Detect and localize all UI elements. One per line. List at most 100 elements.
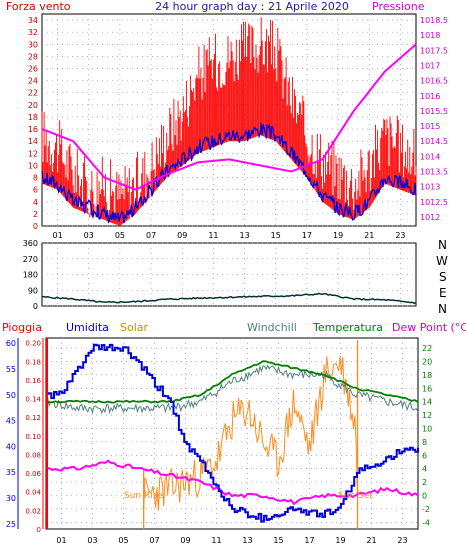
label-dewpoint: Dew Point (°C) (392, 321, 466, 334)
tick-label-humidity: 45 (6, 417, 16, 426)
tick-label-wind: 2 (33, 210, 38, 219)
tick-label-temperature: 0 (422, 491, 427, 500)
tick-label-wind: 30 (28, 40, 38, 49)
tick-label-wind: 22 (28, 89, 38, 98)
tick-label-rain: 0.12 (25, 414, 41, 422)
tick-label-temperature: 6 (422, 451, 427, 460)
tick-label-rain: 0.06 (25, 470, 41, 478)
tick-label-temperature: 12 (422, 411, 432, 420)
tick-label-temperature: 22 (422, 344, 432, 353)
tick-label-hour: 01 (56, 536, 66, 545)
compass-n-top: N (438, 238, 447, 252)
tick-label-rain: 0.10 (25, 433, 41, 441)
tick-label-pressure: 1018 (420, 31, 440, 40)
series-dewpoint (45, 459, 419, 506)
tick-label-pressure: 1014.5 (420, 137, 448, 146)
tick-label-hour: 09 (180, 536, 190, 545)
tick-label-temperature: -4 (422, 518, 430, 527)
compass-s: S (439, 270, 447, 284)
series-wind-avg (41, 122, 417, 224)
tick-label-humidity: 60 (6, 339, 16, 348)
tick-label-humidity: 50 (6, 391, 16, 400)
tick-label-pressure: 1016 (420, 92, 440, 101)
tick-label-temperature: -2 (422, 505, 430, 514)
series-temperatura (45, 360, 419, 404)
tick-label-humidity: 40 (6, 442, 16, 451)
tick-label-hour: 17 (302, 231, 312, 240)
label-pioggia: Pioggia (2, 321, 42, 334)
tick-label-temperature: 18 (422, 371, 432, 380)
tick-label-temperature: 2 (422, 478, 427, 487)
label-solar: Solar (120, 321, 149, 334)
tick-label-rain: 0.14 (25, 396, 41, 404)
label-temperatura: Temperatura (312, 321, 383, 334)
sunset-label: Sun Set (338, 491, 373, 501)
series-solar (143, 355, 359, 511)
tick-label-hour: 21 (366, 536, 376, 545)
tick-label-pressure: 1016.5 (420, 77, 448, 86)
tick-label-temperature: 20 (422, 357, 432, 366)
tick-label-hour: 05 (115, 231, 125, 240)
tick-label-temperature: 16 (422, 384, 432, 393)
tick-label-temperature: 10 (422, 424, 432, 433)
header-right-label: Pressione (372, 0, 425, 13)
tick-label-direction: 180 (23, 271, 38, 280)
tick-label-direction: 270 (23, 255, 38, 264)
tick-label-wind: 8 (33, 174, 38, 183)
tick-label-pressure: 1013 (420, 183, 440, 192)
tick-label-temperature: 4 (422, 465, 427, 474)
tick-label-humidity: 35 (6, 468, 16, 477)
tick-label-hour: 11 (211, 536, 221, 545)
series-windchill (45, 364, 419, 415)
panel-wind-direction (41, 242, 417, 307)
tick-label-hour: 09 (177, 231, 187, 240)
tick-label-hour: 11 (208, 231, 218, 240)
tick-label-hour: 19 (335, 536, 345, 545)
tick-label-wind: 10 (28, 161, 38, 170)
series-wind-direction (41, 292, 417, 304)
tick-label-pressure: 1017.5 (420, 46, 448, 55)
tick-label-humidity: 25 (6, 520, 16, 529)
tick-label-humidity: 55 (6, 365, 16, 374)
tick-label-hour: 01 (52, 231, 62, 240)
header-left-label: Forza vento (6, 0, 71, 13)
tick-label-hour: 15 (271, 231, 281, 240)
tick-label-temperature: 14 (422, 398, 432, 407)
tick-label-hour: 03 (87, 536, 97, 545)
tick-label-wind: 12 (28, 149, 38, 158)
tick-label-hour: 15 (273, 536, 283, 545)
tick-label-temperature: 8 (422, 438, 427, 447)
tick-label-hour: 19 (333, 231, 343, 240)
tick-label-rain: 0.04 (25, 489, 41, 497)
tick-label-pressure: 1015.5 (420, 107, 448, 116)
tick-label-wind: 6 (33, 186, 38, 195)
tick-label-rain: 0 (37, 526, 41, 534)
tick-label-wind: 26 (28, 65, 38, 74)
tick-label-rain: 0.16 (25, 377, 41, 385)
tick-label-wind: 32 (28, 28, 38, 37)
header-title: 24 hour graph day : 21 Aprile 2020 (155, 0, 349, 13)
tick-label-wind: 0 (33, 222, 38, 231)
tick-label-rain: 0.18 (25, 358, 41, 366)
compass-w: W (436, 254, 448, 268)
tick-label-wind: 18 (28, 113, 38, 122)
series-pressure (41, 43, 417, 191)
tick-label-direction: 0 (33, 302, 38, 311)
label-windchill: Windchill (247, 321, 297, 334)
tick-label-wind: 28 (28, 52, 38, 61)
tick-label-hour: 23 (397, 536, 407, 545)
tick-label-pressure: 1012 (420, 213, 440, 222)
label-umidita: Umidita (66, 321, 109, 334)
tick-label-pressure: 1013.5 (420, 167, 448, 176)
compass-n-bottom: N (438, 302, 447, 316)
series-umidita (46, 343, 419, 523)
tick-label-pressure: 1018.5 (420, 16, 448, 25)
tick-label-wind: 34 (28, 16, 38, 25)
tick-label-pressure: 1017 (420, 61, 440, 70)
tick-label-wind: 14 (28, 137, 38, 146)
tick-label-rain: 0.20 (25, 340, 41, 348)
tick-label-hour: 03 (84, 231, 94, 240)
tick-label-wind: 24 (28, 77, 38, 86)
tick-label-hour: 13 (239, 231, 249, 240)
